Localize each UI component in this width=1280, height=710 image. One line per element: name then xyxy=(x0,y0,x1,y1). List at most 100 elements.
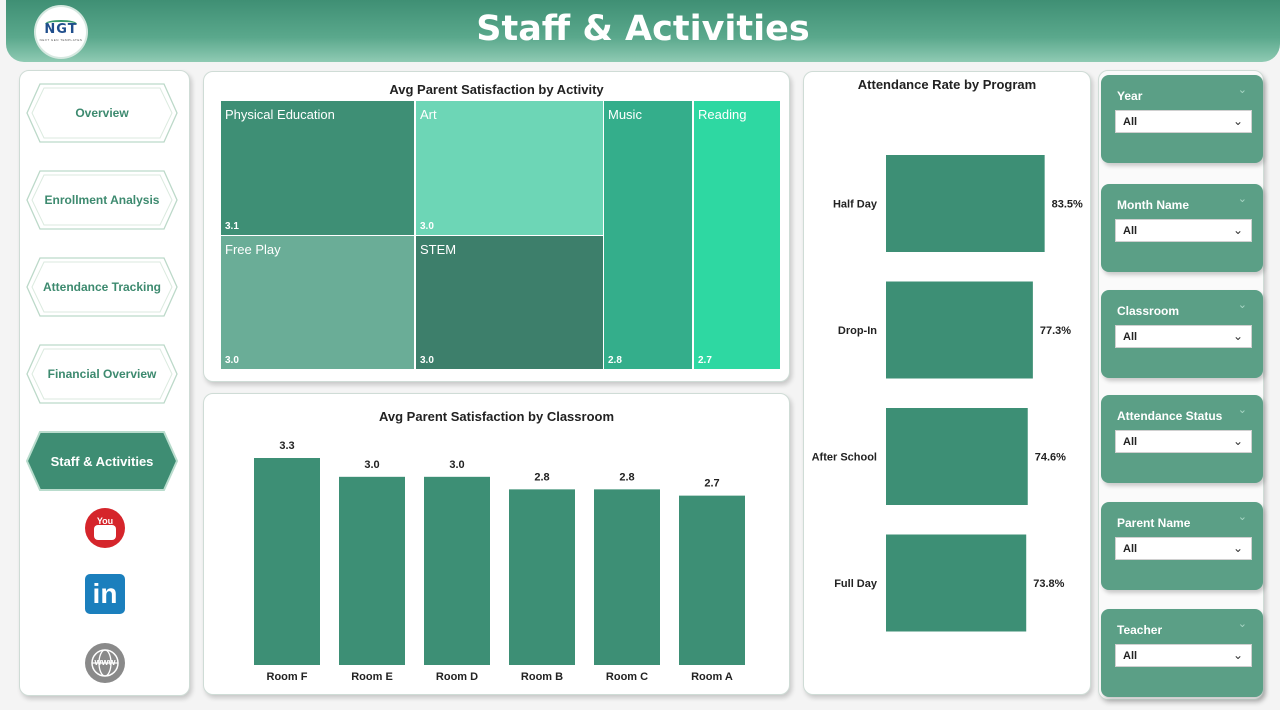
treemap-tile-value: 2.7 xyxy=(698,355,712,366)
youtube-icon-text: You Tube xyxy=(94,516,116,536)
attendance-bar[interactable] xyxy=(886,534,1027,632)
page-title: Staff & Activities xyxy=(476,9,810,49)
slicer-title: Teacher xyxy=(1117,623,1163,637)
parent-name-dropdown[interactable]: All ⌄ xyxy=(1115,537,1252,560)
classroom-bar-svg: 3.3 Room F 3.0 Room E 3.0 Room D 2.8 Room B 2.8 R… xyxy=(254,440,745,683)
classroom-bar[interactable] xyxy=(594,489,660,665)
nav-hexagon-shape xyxy=(26,431,178,491)
slicer-title: Classroom xyxy=(1117,304,1180,318)
chevron-down-icon[interactable]: ⌄ xyxy=(1237,299,1247,311)
dropdown-value: All xyxy=(1123,225,1138,237)
chevron-down-icon[interactable]: ⌄ xyxy=(1237,618,1247,630)
attendance-chart-title: Attendance Rate by Program xyxy=(857,77,1037,92)
attendance-bar[interactable] xyxy=(886,408,1028,505)
treemap-tile-label: Free Play xyxy=(225,242,281,257)
year-dropdown[interactable]: All ⌄ xyxy=(1115,110,1252,133)
classroom-bar[interactable] xyxy=(424,476,490,665)
slicer-parent-name: Parent Name ⌄ All ⌄ xyxy=(1101,502,1263,590)
nav-attendance-tracking[interactable]: Attendance Tracking xyxy=(26,257,178,317)
nav-label: Attendance Tracking xyxy=(42,280,162,294)
website-globe-icon[interactable]: www xyxy=(84,642,126,684)
classroom-bar[interactable] xyxy=(339,476,405,665)
page-header: NGT NEXT GEN TEMPLATES Staff & Activitie… xyxy=(6,0,1280,62)
linkedin-icon-text: in xyxy=(92,578,118,609)
attendance-category-label: Drop-In xyxy=(838,325,877,337)
treemap-tile[interactable]: Reading 2.7 xyxy=(694,101,780,369)
globe-icon-text: www xyxy=(94,657,116,667)
attendance-category-label: After School xyxy=(812,452,877,464)
slicer-title: Parent Name xyxy=(1117,516,1191,530)
classroom-bar-value: 3.0 xyxy=(364,459,379,471)
nav-overview[interactable]: Overview xyxy=(26,83,178,143)
treemap-tile[interactable]: Music 2.8 xyxy=(604,101,692,369)
chevron-down-icon[interactable]: ⌄ xyxy=(1237,511,1247,523)
chevron-down-icon: ⌄ xyxy=(1232,648,1243,662)
classroom-bar[interactable] xyxy=(679,495,745,665)
treemap-tile[interactable]: Free Play 3.0 xyxy=(221,236,414,369)
attendance-bar-svg: Half Day 83.5% Drop-In 77.3% After School 74.… xyxy=(812,155,1083,632)
youtube-icon[interactable]: You Tube xyxy=(84,507,126,549)
chevron-down-icon[interactable]: ⌄ xyxy=(1237,193,1247,205)
treemap-tile-label: Art xyxy=(420,107,437,122)
nav-hexagon-shape xyxy=(26,83,178,143)
nav-enrollment-analysis[interactable]: Enrollment Analysis xyxy=(26,170,178,230)
nav-staff-activities[interactable]: Staff & Activities xyxy=(26,431,178,491)
logo-swoosh xyxy=(45,20,77,28)
nav-label: Staff & Activities xyxy=(50,453,154,469)
month-dropdown[interactable]: All ⌄ xyxy=(1115,219,1252,242)
chevron-down-icon: ⌄ xyxy=(1232,541,1243,555)
treemap-tile-label: Music xyxy=(608,107,642,122)
classroom-category-label: Room F xyxy=(267,671,308,683)
classroom-bar-value: 2.8 xyxy=(619,471,634,483)
linkedin-icon[interactable]: in xyxy=(84,573,126,615)
attendance-bar-value: 77.3% xyxy=(1040,325,1071,337)
treemap-tile-value: 3.0 xyxy=(225,355,239,366)
slicer-title: Attendance Status xyxy=(1117,409,1223,423)
dropdown-value: All xyxy=(1123,331,1138,343)
classroom-bar-value: 2.7 xyxy=(704,478,719,490)
attendance-bar-value: 73.8% xyxy=(1033,578,1064,590)
classroom-bar-value: 3.3 xyxy=(279,440,294,452)
treemap-tile-label: Reading xyxy=(698,107,747,122)
classroom-bar-value: 3.0 xyxy=(449,459,464,471)
classroom-bar[interactable] xyxy=(254,458,320,665)
classroom-bar[interactable] xyxy=(509,489,575,665)
nav-label: Financial Overview xyxy=(47,367,157,381)
treemap-tile-value: 2.8 xyxy=(608,355,622,366)
classroom-dropdown[interactable]: All ⌄ xyxy=(1115,325,1252,348)
classroom-category-label: Room D xyxy=(436,671,478,683)
attendance-bar[interactable] xyxy=(886,281,1033,379)
slicer-month-name: Month Name ⌄ All ⌄ xyxy=(1101,184,1263,272)
youtube-icon-graphic xyxy=(85,508,125,548)
attendance-bar[interactable] xyxy=(886,155,1045,252)
nav-financial-overview[interactable]: Financial Overview xyxy=(26,344,178,404)
treemap-tile-value: 3.0 xyxy=(420,355,434,366)
chevron-down-icon: ⌄ xyxy=(1232,329,1243,343)
slicer-title: Year xyxy=(1117,89,1143,103)
classroom-satisfaction-chart: Avg Parent Satisfaction by Classroom 3.3… xyxy=(203,393,790,695)
treemap-tile-value: 3.1 xyxy=(225,221,239,232)
dropdown-value: All xyxy=(1123,436,1138,448)
linkedin-icon-graphic xyxy=(85,574,125,614)
attendance-status-dropdown[interactable]: All ⌄ xyxy=(1115,430,1252,453)
nav-hexagon-shape xyxy=(26,344,178,404)
slicer-teacher: Teacher ⌄ All ⌄ xyxy=(1101,609,1263,697)
treemap-title: Avg Parent Satisfaction by Activity xyxy=(389,82,604,97)
classroom-bar-value: 2.8 xyxy=(534,471,549,483)
chevron-down-icon[interactable]: ⌄ xyxy=(1237,404,1247,416)
chevron-down-icon[interactable]: ⌄ xyxy=(1237,84,1247,96)
treemap-tile[interactable]: Physical Education 3.1 xyxy=(221,101,414,235)
slicer-title: Month Name xyxy=(1117,198,1189,212)
nav-label: Overview xyxy=(75,106,129,120)
chevron-down-icon: ⌄ xyxy=(1232,114,1243,128)
treemap-tile[interactable]: Art 3.0 xyxy=(416,101,603,235)
attendance-category-label: Half Day xyxy=(833,199,878,211)
dropdown-value: All xyxy=(1123,116,1138,128)
treemap-tile[interactable]: STEM 3.0 xyxy=(416,236,603,369)
treemap-tile-label: STEM xyxy=(420,242,457,257)
filter-panel: Year ⌄ All ⌄ Month Name ⌄ All ⌄ Classroom … xyxy=(1098,70,1264,700)
attendance-category-label: Full Day xyxy=(834,578,878,590)
teacher-dropdown[interactable]: All ⌄ xyxy=(1115,644,1252,667)
slicer-year: Year ⌄ All ⌄ xyxy=(1101,75,1263,163)
activity-satisfaction-treemap: Avg Parent Satisfaction by Activity Phys… xyxy=(203,71,790,382)
